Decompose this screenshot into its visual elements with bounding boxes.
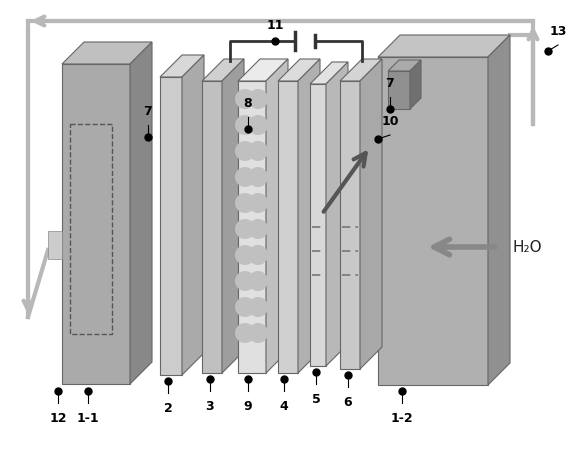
Polygon shape [278, 82, 298, 373]
Polygon shape [238, 60, 288, 82]
Circle shape [235, 193, 255, 213]
Text: 11: 11 [266, 19, 284, 32]
Circle shape [248, 90, 268, 110]
Circle shape [235, 116, 255, 136]
Polygon shape [160, 78, 182, 375]
Circle shape [235, 219, 255, 239]
Text: 3: 3 [206, 399, 214, 412]
Circle shape [248, 142, 268, 162]
Text: 6: 6 [343, 395, 352, 408]
Polygon shape [266, 60, 288, 373]
Polygon shape [202, 82, 222, 373]
Polygon shape [298, 60, 320, 373]
Circle shape [248, 167, 268, 187]
Polygon shape [310, 85, 326, 366]
Polygon shape [326, 63, 348, 366]
Text: 13: 13 [549, 25, 567, 38]
Polygon shape [62, 43, 152, 65]
Polygon shape [340, 82, 360, 369]
Polygon shape [388, 61, 421, 72]
Text: 4: 4 [280, 399, 288, 412]
Circle shape [248, 298, 268, 317]
Polygon shape [182, 56, 204, 375]
Circle shape [248, 324, 268, 343]
Polygon shape [202, 60, 244, 82]
Text: H₂O: H₂O [512, 240, 541, 255]
Circle shape [235, 90, 255, 110]
Polygon shape [160, 56, 204, 78]
Text: 5: 5 [312, 392, 321, 405]
Polygon shape [222, 60, 244, 373]
Text: 7: 7 [386, 77, 394, 90]
Text: 1-1: 1-1 [77, 411, 99, 424]
Polygon shape [48, 232, 62, 259]
Circle shape [235, 324, 255, 343]
Circle shape [235, 271, 255, 291]
Polygon shape [410, 61, 421, 110]
Text: 7: 7 [144, 105, 152, 118]
Text: 10: 10 [381, 115, 398, 128]
Polygon shape [62, 65, 130, 384]
Circle shape [248, 116, 268, 136]
Circle shape [248, 193, 268, 213]
Text: 12: 12 [49, 411, 67, 424]
Polygon shape [310, 63, 348, 85]
Text: 2: 2 [163, 401, 172, 414]
Circle shape [235, 245, 255, 265]
Polygon shape [388, 72, 410, 110]
Circle shape [235, 167, 255, 187]
Circle shape [235, 298, 255, 317]
Circle shape [248, 271, 268, 291]
Polygon shape [130, 43, 152, 384]
Text: 9: 9 [244, 399, 253, 412]
Polygon shape [278, 60, 320, 82]
Polygon shape [378, 58, 488, 385]
Text: 1-2: 1-2 [391, 411, 413, 424]
Polygon shape [488, 36, 510, 385]
Polygon shape [378, 36, 510, 58]
Circle shape [248, 245, 268, 265]
Polygon shape [340, 60, 382, 82]
Text: 8: 8 [244, 97, 253, 110]
Circle shape [235, 142, 255, 162]
Circle shape [248, 219, 268, 239]
Polygon shape [360, 60, 382, 369]
Polygon shape [238, 82, 266, 373]
